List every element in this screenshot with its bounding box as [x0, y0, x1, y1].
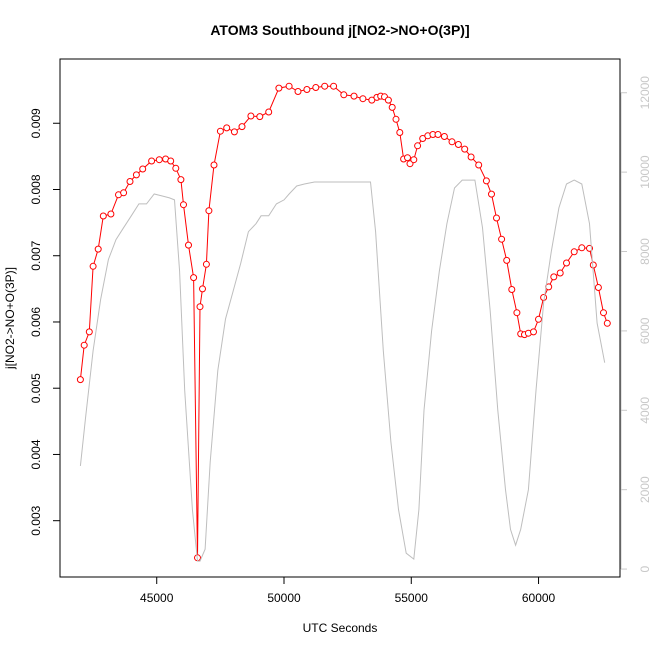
data-point — [340, 91, 348, 99]
data-point — [265, 108, 273, 116]
data-point — [556, 269, 564, 277]
data-point — [350, 92, 358, 100]
data-point — [80, 341, 88, 349]
x-tick-label: 55000 — [395, 591, 429, 605]
data-point — [503, 256, 511, 264]
y-tick-label: 0.008 — [29, 174, 43, 204]
data-point — [238, 123, 246, 131]
data-point — [275, 84, 283, 92]
data-point — [223, 124, 231, 132]
data-point — [202, 260, 210, 268]
data-point — [230, 128, 238, 136]
data-point — [388, 103, 396, 111]
data-point — [172, 164, 180, 172]
data-point — [384, 96, 392, 104]
data-point — [89, 262, 97, 270]
data-point — [180, 201, 187, 209]
series-layer — [76, 82, 611, 562]
data-point — [404, 154, 411, 162]
data-point — [199, 285, 206, 293]
data-point — [475, 161, 483, 169]
y-tick-label: 0.005 — [29, 373, 43, 403]
data-point — [99, 212, 107, 220]
data-point — [247, 112, 255, 120]
y-tick-label: 0.003 — [29, 505, 43, 535]
data-point — [461, 145, 469, 153]
data-point — [321, 82, 329, 90]
data-point — [440, 133, 448, 140]
data-point — [330, 82, 338, 90]
data-point — [600, 309, 607, 317]
data-point — [482, 177, 490, 185]
data-point — [550, 273, 558, 281]
y2-tick-label: 0 — [638, 565, 650, 572]
y-tick-label: 0.004 — [29, 439, 43, 469]
data-point — [312, 84, 320, 91]
data-point — [132, 171, 140, 179]
data-point — [359, 95, 367, 103]
data-point — [94, 245, 102, 253]
secondary-series-line — [79, 179, 606, 562]
data-point — [488, 190, 495, 198]
data-point — [434, 131, 442, 138]
y2-tick-label: 2000 — [638, 476, 650, 503]
plot-frame — [59, 58, 621, 578]
data-point — [493, 214, 500, 222]
data-point — [167, 157, 175, 165]
data-point — [448, 138, 456, 146]
data-point — [467, 153, 475, 161]
data-point — [210, 161, 218, 169]
y2-tick-label: 12000 — [638, 76, 650, 110]
data-point — [303, 86, 311, 93]
x-tick-label: 45000 — [140, 591, 174, 605]
y2-tick-label: 8000 — [638, 238, 650, 265]
data-point — [414, 142, 422, 150]
data-point — [185, 241, 192, 249]
data-point — [216, 127, 224, 135]
data-point — [120, 189, 128, 197]
data-point — [285, 82, 293, 90]
data-point — [177, 176, 185, 184]
x-tick-label: 60000 — [522, 591, 556, 605]
data-point — [454, 141, 462, 148]
data-point — [256, 113, 264, 121]
chart-title: ATOM3 Southbound j[NO2->NO+O(3P)] — [210, 22, 469, 38]
y-tick-label: 0.007 — [29, 240, 43, 270]
y2-tick-label: 10000 — [638, 155, 650, 189]
data-point — [76, 376, 84, 384]
data-point — [126, 178, 134, 185]
x-axis-label: UTC Seconds — [303, 621, 378, 635]
x-tick-label: 50000 — [267, 591, 301, 605]
data-point — [594, 284, 602, 291]
data-point — [603, 319, 611, 327]
data-point — [148, 157, 156, 165]
data-point — [190, 274, 198, 282]
data-point — [530, 328, 537, 336]
data-point — [535, 315, 542, 323]
y2-tick-label: 6000 — [638, 317, 650, 344]
data-point — [85, 328, 93, 336]
data-point — [513, 309, 521, 317]
axes-layer: 45000 50000 55000 600000.0030.0040.0050.006… — [29, 76, 650, 605]
data-point — [396, 129, 404, 136]
y-tick-label: 0.009 — [29, 108, 43, 138]
data-point — [508, 286, 516, 293]
data-point — [498, 235, 506, 243]
data-point — [107, 210, 115, 218]
data-point — [139, 165, 147, 173]
data-point — [294, 88, 302, 95]
data-point — [578, 244, 586, 252]
data-point — [392, 115, 400, 123]
data-point — [570, 248, 578, 256]
data-point — [205, 207, 213, 215]
data-point — [540, 294, 548, 301]
data-point — [410, 156, 418, 164]
data-point — [563, 259, 570, 267]
y2-tick-label: 4000 — [638, 397, 650, 424]
data-point — [196, 303, 204, 311]
y-tick-label: 0.006 — [29, 307, 43, 337]
y-axis-label: j[NO2->NO+O(3P)] — [3, 267, 17, 370]
data-point — [155, 156, 163, 164]
